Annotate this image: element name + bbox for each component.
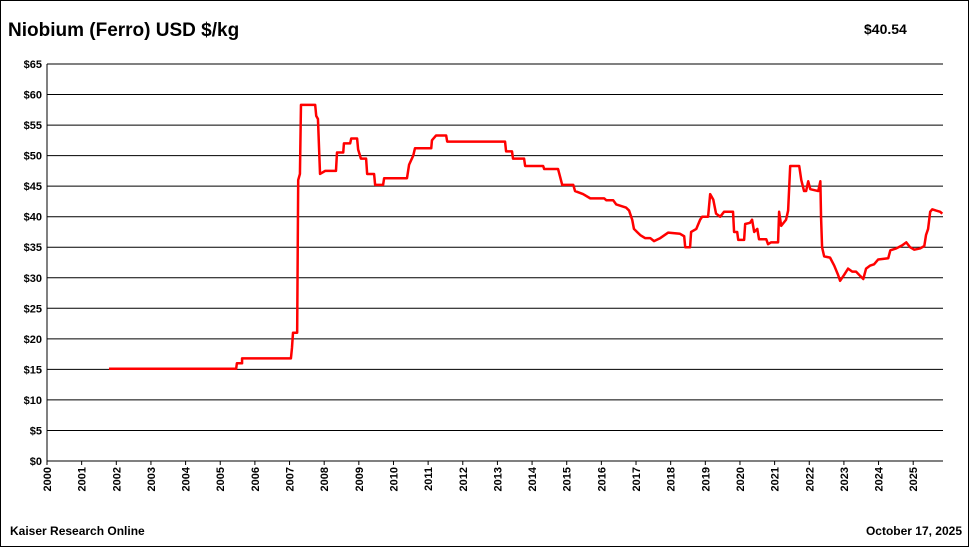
y-tick-label: $40	[24, 212, 42, 224]
x-tick-label: 2020	[735, 467, 747, 491]
y-tick-label: $65	[24, 59, 42, 71]
plot: $0 $5 $10 $15 $20 $25 $30 $35 $40 $45 $50 $55 $60 $65…	[24, 59, 944, 491]
x-tick-label: 2003	[146, 467, 158, 491]
x-tick-label: 2000	[42, 467, 54, 491]
x-tick-label: 2018	[666, 467, 678, 491]
x-tick-label: 2002	[111, 467, 123, 491]
x-tick-label: 2021	[770, 467, 782, 491]
x-tick-label: 2017	[631, 467, 643, 491]
date: October 17, 2025	[866, 524, 962, 538]
x-tick-label: 2004	[181, 466, 193, 491]
x-tick-label: 2010	[388, 467, 400, 491]
price-line	[109, 103, 944, 371]
x-tick-label: 2014	[527, 466, 539, 491]
x-tick-label: 2005	[215, 467, 227, 491]
x-tick-label: 2001	[77, 467, 89, 491]
x-tick-label: 2009	[354, 467, 366, 491]
y-tick-label: $60	[24, 90, 42, 102]
x-tick-label: 2025	[908, 467, 920, 491]
y-tick-label: $15	[24, 364, 42, 376]
x-tick-label: 2019	[700, 467, 712, 491]
source: Kaiser Research Online	[10, 524, 145, 538]
x-tick-label: 2015	[562, 467, 574, 491]
y-tick-label: $0	[30, 456, 42, 468]
x-tick-label: 2007	[285, 467, 297, 491]
y-tick-label: $45	[24, 181, 42, 193]
x-tick-label: 2011	[423, 467, 435, 491]
x-tick-label: 2024	[874, 466, 886, 491]
x-tick-label: 2016	[596, 467, 608, 491]
y-tick-label: $20	[24, 334, 42, 346]
chart-title: Niobium (Ferro) USD $/kg	[8, 20, 239, 41]
y-tick-label: $50	[24, 151, 42, 163]
y-tick-label: $30	[24, 273, 42, 285]
y-tick-label: $35	[24, 242, 42, 254]
x-tick-label: 2022	[804, 467, 816, 491]
x-tick-label: 2023	[839, 467, 851, 491]
y-tick-label: $55	[24, 120, 42, 132]
x-tick-label: 2012	[458, 467, 470, 491]
y-tick-label: $10	[24, 395, 42, 407]
y-tick-label: $5	[30, 425, 42, 437]
y-tick-label: $25	[24, 303, 42, 315]
x-tick-label: 2013	[492, 467, 504, 491]
x-tick-label: 2008	[319, 467, 331, 491]
x-tick-label: 2006	[250, 467, 262, 491]
current-price: $40.54	[864, 21, 907, 37]
